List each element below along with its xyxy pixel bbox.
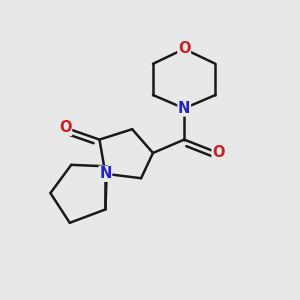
Text: O: O: [59, 120, 71, 135]
Text: O: O: [212, 146, 225, 160]
Text: O: O: [178, 41, 190, 56]
Text: N: N: [178, 101, 190, 116]
Text: N: N: [99, 166, 112, 181]
